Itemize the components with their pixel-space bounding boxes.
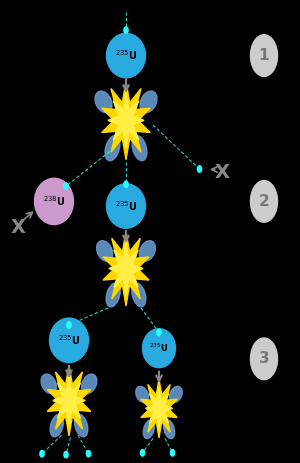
- Circle shape: [124, 27, 128, 33]
- Circle shape: [250, 35, 278, 76]
- Text: $^{235}$U: $^{235}$U: [58, 333, 80, 347]
- Polygon shape: [108, 93, 144, 148]
- Ellipse shape: [106, 184, 146, 228]
- Circle shape: [250, 181, 278, 222]
- Ellipse shape: [74, 414, 88, 437]
- Ellipse shape: [105, 136, 120, 161]
- Ellipse shape: [82, 374, 97, 394]
- Ellipse shape: [136, 387, 148, 402]
- Circle shape: [86, 450, 91, 457]
- Ellipse shape: [50, 414, 64, 437]
- Ellipse shape: [97, 241, 113, 261]
- Circle shape: [140, 450, 145, 456]
- Ellipse shape: [132, 136, 147, 161]
- Circle shape: [40, 450, 44, 457]
- Polygon shape: [102, 81, 150, 160]
- Polygon shape: [141, 379, 177, 438]
- Polygon shape: [109, 242, 143, 295]
- Text: X: X: [214, 163, 230, 182]
- Text: $^{235}$U: $^{235}$U: [115, 199, 137, 213]
- Ellipse shape: [106, 283, 120, 307]
- Circle shape: [197, 166, 202, 172]
- Circle shape: [157, 329, 161, 336]
- Ellipse shape: [50, 318, 88, 363]
- Polygon shape: [53, 375, 85, 425]
- Text: $^{235}$U: $^{235}$U: [149, 342, 169, 354]
- Circle shape: [250, 338, 278, 380]
- Ellipse shape: [143, 420, 155, 438]
- Circle shape: [124, 181, 128, 188]
- Ellipse shape: [140, 91, 157, 113]
- Polygon shape: [146, 388, 172, 429]
- Text: X: X: [11, 218, 26, 238]
- Ellipse shape: [106, 33, 146, 78]
- Ellipse shape: [139, 241, 155, 261]
- Text: $^{235}$U: $^{235}$U: [115, 49, 137, 63]
- Circle shape: [64, 451, 68, 458]
- Ellipse shape: [164, 420, 175, 438]
- Text: 3: 3: [259, 351, 269, 366]
- Ellipse shape: [169, 387, 182, 402]
- Ellipse shape: [41, 374, 56, 394]
- Ellipse shape: [34, 178, 74, 225]
- Circle shape: [64, 183, 68, 189]
- Circle shape: [170, 450, 175, 456]
- Circle shape: [67, 322, 71, 328]
- Ellipse shape: [142, 329, 176, 368]
- Text: 2: 2: [259, 194, 269, 209]
- Ellipse shape: [132, 283, 146, 307]
- Polygon shape: [103, 231, 149, 306]
- Polygon shape: [47, 365, 91, 436]
- Ellipse shape: [95, 91, 112, 113]
- Text: $^{238}$U: $^{238}$U: [43, 194, 65, 208]
- Text: 1: 1: [259, 48, 269, 63]
